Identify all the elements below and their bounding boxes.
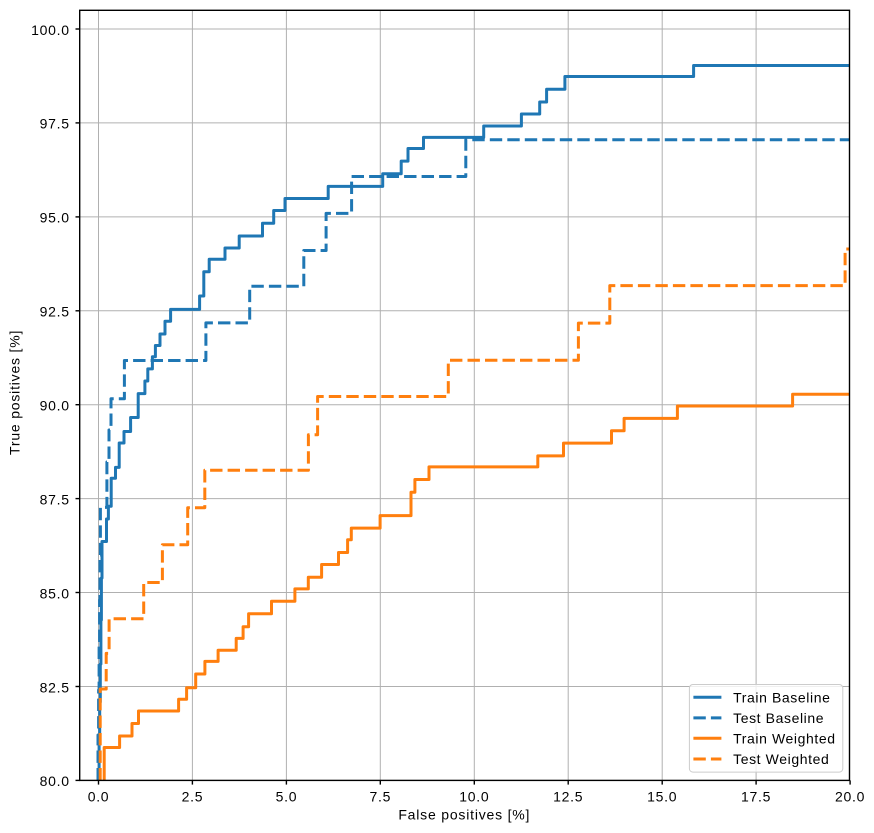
svg-text:2.5: 2.5 [182,788,204,804]
svg-text:7.5: 7.5 [369,788,391,804]
svg-text:5.0: 5.0 [276,788,298,804]
svg-text:20.0: 20.0 [835,788,865,804]
svg-text:100.0: 100.0 [31,22,70,38]
svg-text:90.0: 90.0 [40,398,70,414]
svg-text:0.0: 0.0 [88,788,110,804]
svg-text:85.0: 85.0 [40,585,70,601]
svg-text:95.0: 95.0 [40,210,70,226]
svg-text:True positives [%]: True positives [%] [6,330,22,455]
svg-text:Test Baseline: Test Baseline [733,710,824,726]
svg-text:10.0: 10.0 [459,788,489,804]
svg-text:12.5: 12.5 [553,788,583,804]
svg-text:15.0: 15.0 [647,788,677,804]
svg-text:92.5: 92.5 [40,304,70,320]
svg-text:False positives [%]: False positives [%] [398,806,530,822]
svg-text:17.5: 17.5 [741,788,771,804]
svg-text:Train Baseline: Train Baseline [733,689,830,705]
svg-text:80.0: 80.0 [40,773,70,789]
svg-text:87.5: 87.5 [40,491,70,507]
svg-text:Test Weighted: Test Weighted [733,751,829,767]
svg-text:97.5: 97.5 [40,116,70,132]
svg-text:82.5: 82.5 [40,679,70,695]
svg-text:Train Weighted: Train Weighted [733,730,836,746]
